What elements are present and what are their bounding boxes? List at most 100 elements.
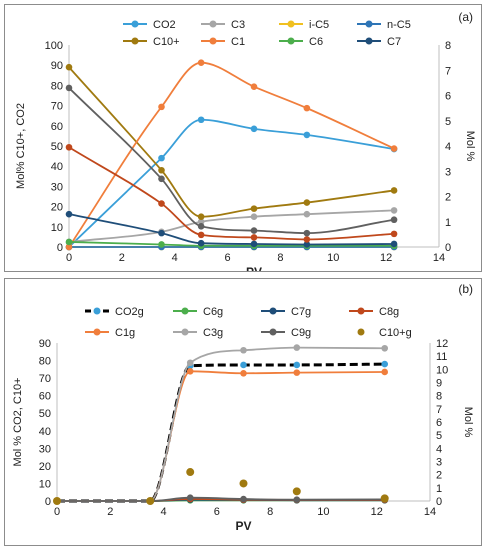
legend-swatch-marker bbox=[93, 328, 101, 336]
y-right-tick-label: 7 bbox=[436, 404, 442, 416]
y-right-tick-label: 0 bbox=[445, 242, 451, 254]
y-left-tick-label: 80 bbox=[39, 356, 51, 368]
legend-label: CO2g bbox=[115, 306, 144, 318]
chart-panel-b: (b) CO2g C6g C7g C8g C1g C3g C9g C10+g 0 2 4 6 8 10 12 1… bbox=[4, 278, 482, 546]
legend-item-c1: C1 bbox=[201, 36, 245, 48]
panel-label: (a) bbox=[458, 10, 473, 24]
y-left-tick-label: 0 bbox=[57, 242, 63, 254]
legend-item-n-c5: n-C5 bbox=[357, 19, 411, 31]
data-point bbox=[239, 479, 248, 488]
data-point bbox=[303, 210, 311, 218]
x-axis-title: PV bbox=[246, 265, 262, 271]
data-point bbox=[390, 230, 398, 238]
x-axis-title: PV bbox=[235, 519, 251, 533]
data-point bbox=[293, 361, 301, 369]
legend-label: C6g bbox=[203, 306, 223, 318]
y-right-tick-label: 1 bbox=[445, 217, 451, 229]
legend-item-co2g: CO2g bbox=[85, 306, 144, 318]
data-point bbox=[146, 497, 155, 505]
y-right-tick-label: 6 bbox=[436, 417, 442, 429]
legend-label: C1g bbox=[115, 327, 135, 339]
x-tick-label: 8 bbox=[267, 506, 273, 518]
legend-swatch-marker bbox=[287, 37, 295, 45]
panel-label: (b) bbox=[458, 282, 473, 296]
y-right-tick-label: 12 bbox=[436, 338, 448, 350]
data-point bbox=[381, 344, 389, 352]
legend-item-c10plus: C10+ bbox=[123, 36, 180, 48]
x-tick-label: 14 bbox=[424, 506, 436, 518]
legend-swatch-marker bbox=[131, 20, 139, 28]
legend-item-c3: C3 bbox=[201, 19, 245, 31]
data-point bbox=[65, 238, 73, 246]
data-point bbox=[381, 368, 389, 376]
data-point bbox=[186, 359, 194, 367]
x-tick-label: 4 bbox=[172, 252, 178, 264]
legend-item-c7g: C7g bbox=[261, 306, 311, 318]
series-c10plusg bbox=[53, 468, 389, 505]
y-left-axis-title: Mol% C10+, CO2 bbox=[15, 103, 27, 189]
x-tick-label: 10 bbox=[327, 252, 339, 264]
y-left-tick-label: 30 bbox=[39, 443, 51, 455]
series-c7 bbox=[65, 210, 398, 248]
y-right-tick-label: 2 bbox=[436, 470, 442, 482]
series-c1g bbox=[53, 368, 389, 505]
y-left-axis-title: Mol % CO2, C10+ bbox=[12, 378, 24, 467]
data-point bbox=[65, 84, 73, 92]
legend-label: C1 bbox=[231, 36, 245, 48]
data-point bbox=[186, 368, 194, 375]
data-point bbox=[250, 83, 258, 90]
data-point bbox=[240, 495, 247, 503]
data-point bbox=[292, 487, 301, 496]
y-right-tick-label: 1 bbox=[436, 483, 442, 495]
data-point bbox=[158, 200, 165, 207]
data-point bbox=[390, 145, 398, 152]
data-point bbox=[303, 104, 311, 112]
data-point bbox=[303, 199, 311, 206]
series-line bbox=[57, 496, 385, 502]
data-point bbox=[250, 125, 258, 133]
y-right-tick-label: 8 bbox=[436, 391, 442, 403]
y-right-tick-label: 7 bbox=[445, 65, 451, 77]
data-point bbox=[65, 210, 73, 218]
legend-swatch-marker bbox=[365, 37, 373, 45]
series-unnamed-8 bbox=[65, 143, 398, 243]
y-left-tick-label: 60 bbox=[51, 121, 63, 133]
x-tick-label: 6 bbox=[225, 252, 231, 264]
data-point bbox=[197, 116, 205, 124]
series-line bbox=[57, 370, 385, 502]
data-point bbox=[293, 344, 301, 351]
y-left-tick-label: 10 bbox=[39, 478, 51, 490]
y-right-axis-title: Mol % bbox=[462, 407, 474, 438]
data-point bbox=[158, 241, 165, 248]
legend-swatch-marker bbox=[365, 20, 373, 28]
data-point bbox=[158, 166, 165, 174]
y-right-tick-label: 2 bbox=[445, 192, 451, 204]
data-point bbox=[65, 243, 73, 251]
legend-label: C7 bbox=[387, 36, 401, 48]
data-point bbox=[186, 494, 194, 502]
data-point bbox=[197, 222, 205, 230]
legend-item-c3g: C3g bbox=[173, 327, 223, 339]
data-point bbox=[240, 346, 247, 354]
y-left-tick-label: 70 bbox=[51, 101, 63, 113]
data-point bbox=[65, 143, 73, 151]
legend: CO2g C6g C7g C8g C1g C3g C9g C10+g bbox=[85, 306, 412, 339]
legend-item-c1g: C1g bbox=[85, 327, 135, 339]
series-line bbox=[68, 213, 395, 246]
y-left-tick-label: 50 bbox=[51, 141, 63, 153]
data-point bbox=[250, 240, 258, 248]
data-point bbox=[197, 231, 205, 239]
data-point bbox=[293, 369, 301, 376]
x-tick-label: 10 bbox=[317, 506, 329, 518]
series-co2g bbox=[53, 360, 389, 505]
data-point bbox=[380, 494, 389, 503]
series-line bbox=[57, 362, 385, 503]
y-right-tick-label: 8 bbox=[445, 40, 451, 52]
y-left-tick-label: 10 bbox=[51, 222, 63, 234]
data-point bbox=[390, 207, 398, 214]
data-point bbox=[158, 175, 165, 183]
y-left-tick-label: 60 bbox=[39, 391, 51, 403]
series-line bbox=[68, 241, 395, 247]
